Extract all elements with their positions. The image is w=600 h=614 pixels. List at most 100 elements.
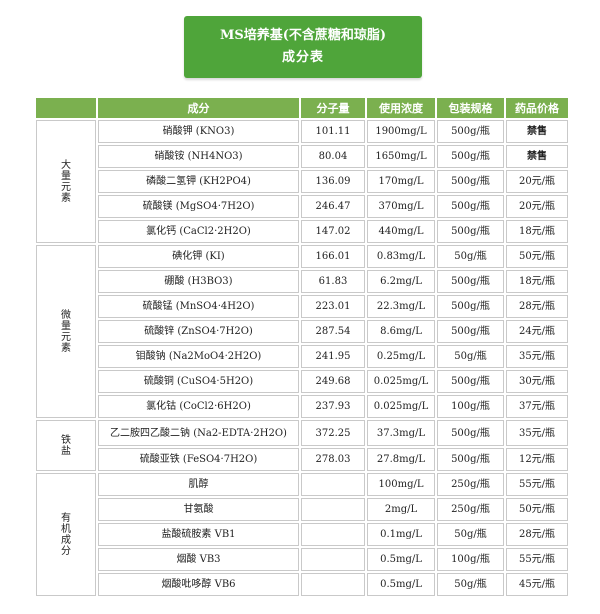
table-row: 硫酸锌 (ZnSO4·7H2O) 287.54 8.6mg/L 500g/瓶 2…: [36, 320, 568, 343]
table-row: 盐酸硫胺素 VB1 0.1mg/L 50g/瓶 28元/瓶: [36, 523, 568, 546]
category-cell: 有机 成分: [36, 473, 96, 596]
package-size: 250g/瓶: [437, 473, 504, 496]
concentration: 370mg/L: [367, 195, 435, 218]
price: 55元/瓶: [506, 548, 568, 571]
table-row: 铁盐 乙二胺四乙酸二钠 (Na2-EDTA·2H2O) 372.25 37.3m…: [36, 420, 568, 471]
concentration: 0.025mg/L: [367, 370, 435, 393]
component-name: 盐酸硫胺素 VB1: [98, 523, 299, 546]
header-category: [36, 98, 96, 118]
molecular-weight: 61.83: [301, 270, 365, 293]
concentration: 0.25mg/L: [367, 345, 435, 368]
concentration: 27.8mg/L: [367, 448, 435, 471]
concentration: 0.83mg/L: [367, 245, 435, 268]
package-size: 50g/瓶: [437, 523, 504, 546]
molecular-weight: 136.09: [301, 170, 365, 193]
molecular-weight: [301, 573, 365, 596]
component-name: 烟酸 VB3: [98, 548, 299, 571]
molecular-weight: 237.93: [301, 395, 365, 418]
table-row: 硫酸亚铁 (FeSO4·7H2O) 278.03 27.8mg/L 500g/瓶…: [36, 448, 568, 471]
package-size: 500g/瓶: [437, 220, 504, 243]
concentration: 2mg/L: [367, 498, 435, 521]
price: 28元/瓶: [506, 295, 568, 318]
concentration: 37.3mg/L: [367, 420, 435, 446]
header-component: 成分: [98, 98, 299, 118]
concentration: 0.5mg/L: [367, 548, 435, 571]
component-name: 硼酸 (H3BO3): [98, 270, 299, 293]
package-size: 500g/瓶: [437, 120, 504, 143]
concentration: 1650mg/L: [367, 145, 435, 168]
package-size: 500g/瓶: [437, 370, 504, 393]
component-name: 碘化钾 (KI): [98, 245, 299, 268]
table-row: 微量 元素 碘化钾 (KI) 166.01 0.83mg/L 50g/瓶 50元…: [36, 245, 568, 418]
price: 24元/瓶: [506, 320, 568, 343]
package-size: 50g/瓶: [437, 345, 504, 368]
component-name: 甘氨酸: [98, 498, 299, 521]
component-name: 肌醇: [98, 473, 299, 496]
molecular-weight: 80.04: [301, 145, 365, 168]
title-line-1: MS培养基(不含蔗糖和琼脂): [219, 28, 387, 43]
header-molecular-weight: 分子量: [301, 98, 365, 118]
concentration: 170mg/L: [367, 170, 435, 193]
component-name: 氯化钴 (CoCl2·6H2O): [98, 395, 299, 418]
header-package: 包装规格: [437, 98, 504, 118]
package-size: 100g/瓶: [437, 395, 504, 418]
concentration: 100mg/L: [367, 473, 435, 496]
molecular-weight: 278.03: [301, 448, 365, 471]
package-size: 500g/瓶: [437, 195, 504, 218]
package-size: 500g/瓶: [437, 295, 504, 318]
package-size: 50g/瓶: [437, 573, 504, 596]
component-name: 烟酸吡哆醇 VB6: [98, 573, 299, 596]
table-row: 氯化钙 (CaCl2·2H2O) 147.02 440mg/L 500g/瓶 1…: [36, 220, 568, 243]
component-name: 硝酸钾 (KNO3): [98, 120, 299, 143]
header-row: 成分 分子量 使用浓度 包装规格 药品价格: [36, 98, 568, 118]
molecular-weight: 249.68: [301, 370, 365, 393]
component-name: 氯化钙 (CaCl2·2H2O): [98, 220, 299, 243]
price: 18元/瓶: [506, 270, 568, 293]
package-size: 500g/瓶: [437, 320, 504, 343]
price: 50元/瓶: [506, 498, 568, 521]
price: 20元/瓶: [506, 195, 568, 218]
title-banner: MS培养基(不含蔗糖和琼脂) 成分表: [184, 16, 422, 78]
price: 18元/瓶: [506, 220, 568, 243]
header-price: 药品价格: [506, 98, 568, 118]
package-size: 500g/瓶: [437, 170, 504, 193]
concentration: 440mg/L: [367, 220, 435, 243]
table-row: 烟酸 VB3 0.5mg/L 100g/瓶 55元/瓶: [36, 548, 568, 571]
molecular-weight: [301, 548, 365, 571]
package-size: 100g/瓶: [437, 548, 504, 571]
price: 20元/瓶: [506, 170, 568, 193]
category-cell: 微量 元素: [36, 245, 96, 418]
composition-table: 成分 分子量 使用浓度 包装规格 药品价格 大量 元素 硝酸钾 (KNO3) 1…: [34, 96, 570, 598]
molecular-weight: 101.11: [301, 120, 365, 143]
table-row: 钼酸钠 (Na2MoO4·2H2O) 241.95 0.25mg/L 50g/瓶…: [36, 345, 568, 368]
table-row: 甘氨酸 2mg/L 250g/瓶 50元/瓶: [36, 498, 568, 521]
price: 12元/瓶: [506, 448, 568, 471]
table-row: 氯化钴 (CoCl2·6H2O) 237.93 0.025mg/L 100g/瓶…: [36, 395, 568, 418]
table-row: 硫酸锰 (MnSO4·4H2O) 223.01 22.3mg/L 500g/瓶 …: [36, 295, 568, 318]
concentration: 0.1mg/L: [367, 523, 435, 546]
component-name: 硫酸亚铁 (FeSO4·7H2O): [98, 448, 299, 471]
component-name: 硫酸锌 (ZnSO4·7H2O): [98, 320, 299, 343]
package-size: 50g/瓶: [437, 245, 504, 268]
price: 28元/瓶: [506, 523, 568, 546]
component-name: 硝酸铵 (NH4NO3): [98, 145, 299, 168]
table-row: 硫酸铜 (CuSO4·5H2O) 249.68 0.025mg/L 500g/瓶…: [36, 370, 568, 393]
concentration: 8.6mg/L: [367, 320, 435, 343]
table-row: 有机 成分 肌醇 100mg/L 250g/瓶 55元/瓶: [36, 473, 568, 596]
header-concentration: 使用浓度: [367, 98, 435, 118]
molecular-weight: 372.25: [301, 420, 365, 446]
component-name: 硫酸锰 (MnSO4·4H2O): [98, 295, 299, 318]
molecular-weight: 287.54: [301, 320, 365, 343]
package-size: 500g/瓶: [437, 145, 504, 168]
price: 35元/瓶: [506, 345, 568, 368]
price: 55元/瓶: [506, 473, 568, 496]
title-line-2: 成分表: [281, 50, 324, 65]
molecular-weight: [301, 523, 365, 546]
table-row: 磷酸二氢钾 (KH2PO4) 136.09 170mg/L 500g/瓶 20元…: [36, 170, 568, 193]
price: 45元/瓶: [506, 573, 568, 596]
component-name: 磷酸二氢钾 (KH2PO4): [98, 170, 299, 193]
component-name: 硫酸铜 (CuSO4·5H2O): [98, 370, 299, 393]
concentration: 1900mg/L: [367, 120, 435, 143]
table-row: 硝酸铵 (NH4NO3) 80.04 1650mg/L 500g/瓶 禁售: [36, 145, 568, 168]
concentration: 0.5mg/L: [367, 573, 435, 596]
